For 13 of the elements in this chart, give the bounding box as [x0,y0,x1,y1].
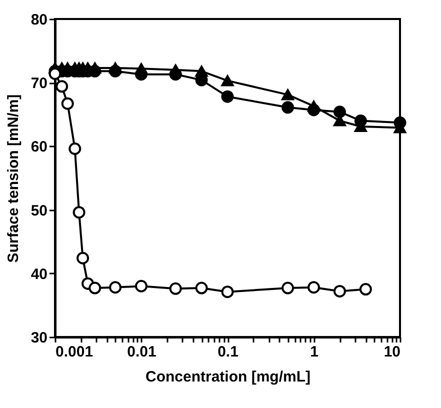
y-tick-label: 50 [30,202,48,220]
y-tick-label: 40 [30,266,48,283]
x-tick-label: 0.001 [56,344,94,360]
x-tick-label: 1 [310,344,318,360]
y-tick-label: 70 [30,75,48,92]
y-axis-title: Surface tension [mN/m] [4,94,22,263]
x-tick-label: 10 [384,344,400,360]
y-tick-label: 80 [30,12,48,28]
y-tick-label: 30 [30,330,48,346]
x-tick-label: 0.1 [218,344,238,360]
x-axis-title: Concentration [mg/mL] [146,368,310,386]
x-tick-label: 0.01 [127,344,156,360]
y-tick-label: 60 [30,138,48,156]
